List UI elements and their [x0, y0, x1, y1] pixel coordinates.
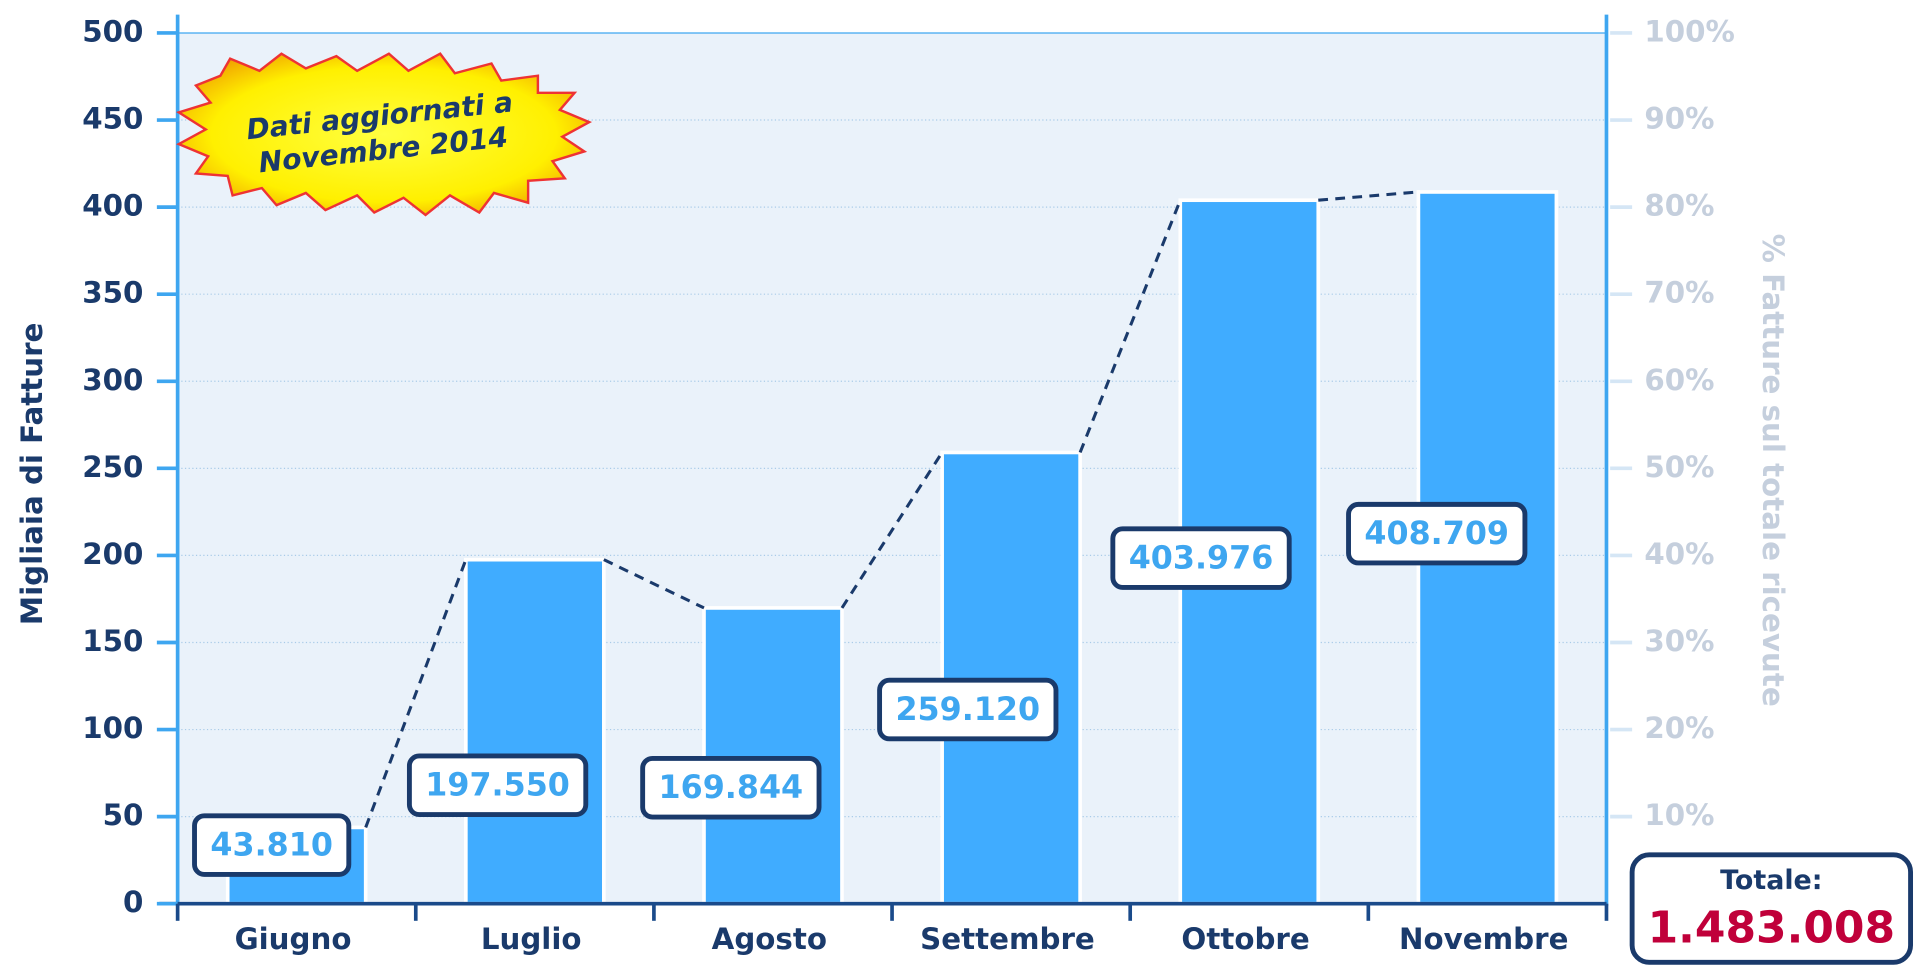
y-tick-label: 300: [82, 363, 143, 397]
y2-tick-label: 80%: [1644, 189, 1714, 223]
total-value: 1.483.008: [1648, 903, 1895, 954]
y-axis-title: Migliaia di Fatture: [15, 323, 49, 626]
value-label-box: [1346, 501, 1528, 566]
connector: [840, 451, 944, 609]
bar: [702, 606, 844, 906]
value-label-box: [1110, 526, 1292, 590]
value-label: 43.810: [210, 827, 333, 863]
y2-tick-label: 60%: [1644, 363, 1714, 397]
value-label: 169.844: [659, 770, 804, 806]
y-tick-label: 100: [82, 711, 143, 745]
y-tick-label: 400: [82, 189, 143, 223]
value-label: 403.976: [1129, 540, 1274, 576]
x-tick-label: Novembre: [1399, 922, 1568, 956]
y-tick-label: 0: [123, 885, 143, 919]
y2-tick-label: 90%: [1644, 102, 1714, 136]
y2-tick-label: 100%: [1644, 14, 1735, 48]
y-tick-label: 350: [82, 276, 143, 310]
total-box: Totale: 1.483.008: [1629, 852, 1914, 965]
y-tick-label: 150: [82, 624, 143, 658]
value-label: 408.709: [1364, 516, 1509, 552]
y-tick-label: 250: [82, 450, 143, 484]
value-label-box: [877, 677, 1059, 742]
value-label-box: [406, 753, 589, 818]
x-tick-label: Settembre: [920, 922, 1095, 956]
y2-axis-title: % Fatture sul totale ricevute: [1756, 234, 1790, 707]
connector: [1078, 199, 1182, 454]
total-frame: [1629, 852, 1914, 965]
value-label-box: [192, 813, 352, 877]
connector: [364, 559, 468, 828]
value-label-box: [640, 755, 822, 820]
y2-tick-label: 30%: [1644, 624, 1714, 658]
y2-tick-label: 10%: [1644, 798, 1714, 832]
x-tick-label: Ottobre: [1181, 922, 1309, 956]
y2-tick-label: 70%: [1644, 276, 1714, 310]
y2-tick-label: 40%: [1644, 537, 1714, 571]
value-label: 197.550: [425, 767, 570, 803]
starburst: [175, 52, 593, 217]
total-label: Totale:: [1720, 865, 1822, 896]
y-tick-label: 500: [82, 14, 143, 48]
y-tick-label: 50: [103, 798, 144, 832]
x-tick-label: Giugno: [235, 922, 352, 956]
y2-tick-label: 20%: [1644, 711, 1714, 745]
value-label: 259.120: [895, 692, 1040, 728]
y2-tick-label: 50%: [1644, 450, 1714, 484]
annotation: Dati aggiornati a Novembre 2014: [175, 52, 593, 217]
y-tick-label: 450: [82, 102, 143, 136]
x-tick-label: Agosto: [712, 922, 827, 956]
y-tick-label: 200: [82, 537, 143, 571]
bar: [464, 557, 606, 906]
x-tick-label: Luglio: [481, 922, 582, 956]
connector: [603, 558, 705, 610]
